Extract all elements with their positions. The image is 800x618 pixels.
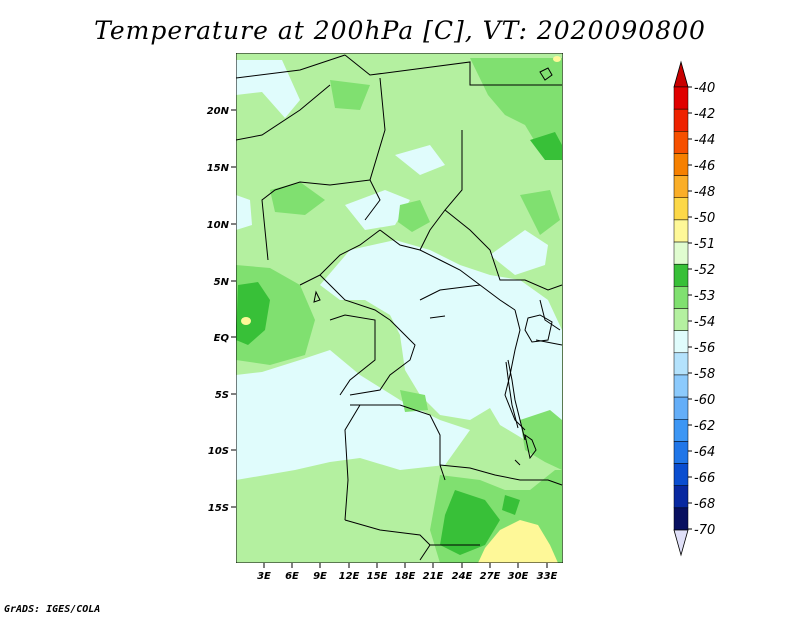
lat-label: 5N	[214, 277, 230, 288]
colorbar-segment	[673, 197, 689, 221]
lon-label: 33E	[537, 571, 558, 582]
lon-label: 21E	[423, 571, 444, 582]
lat-label: 5S	[215, 390, 229, 401]
colorbar-segment	[673, 463, 689, 486]
colorbar-under-triangle	[673, 529, 689, 557]
colorbar-segment	[673, 241, 689, 265]
credit-label: GrADS: IGES/COLA	[4, 604, 101, 615]
colorbar-segment	[673, 419, 689, 442]
colorbar-label: -68	[694, 497, 715, 512]
lon-label: 18E	[395, 571, 416, 582]
colorbar-label: -48	[694, 185, 715, 200]
colorbar-segment	[673, 396, 689, 420]
colorbar-segment	[673, 175, 689, 199]
lon-label: 27E	[480, 571, 501, 582]
contour-fill-minus54	[236, 60, 562, 480]
colorbar-segment	[673, 441, 689, 464]
lat-label: EQ	[214, 333, 230, 344]
colorbar-label: -40	[694, 81, 715, 96]
latitude-axis: 20N 15N 10N 5N EQ 5S 10S 15S	[207, 106, 236, 514]
colorbar-label: -52	[694, 263, 715, 278]
colorbar-label: -50	[694, 211, 715, 226]
colorbar-segment	[673, 219, 689, 243]
lon-label: 9E	[313, 571, 327, 582]
colorbar-label: -66	[694, 471, 715, 486]
colorbar-label: -51	[694, 237, 715, 252]
colorbar-segment	[673, 374, 689, 398]
colorbar-label: -60	[694, 393, 715, 408]
lon-label: 12E	[339, 571, 360, 582]
colorbar-label: -70	[694, 523, 715, 538]
contour-fill-minus52	[236, 132, 562, 555]
colorbar-segment	[673, 485, 689, 509]
map-title: Temperature at 200hPa [C], VT: 202009080…	[94, 16, 706, 45]
longitude-axis: 3E 6E 9E 12E 15E 18E 21E 24E 27E 30E 33E	[257, 563, 558, 582]
lat-label: 10N	[207, 220, 230, 231]
colorbar: -40 -42 -44 -46 -48 -50 -51 -52 -53 -54 …	[673, 60, 715, 557]
contour-fill-minus51	[241, 56, 561, 563]
colorbar-label: -56	[694, 341, 715, 356]
lat-label: 15S	[208, 503, 229, 514]
colorbar-label: -62	[694, 419, 715, 434]
colorbar-segment	[673, 86, 689, 110]
colorbar-label: -54	[694, 315, 715, 330]
colorbar-label: -46	[694, 159, 715, 174]
lon-label: 30E	[508, 571, 529, 582]
lat-label: 15N	[207, 163, 230, 174]
colorbar-label: -53	[694, 289, 715, 304]
lake-outlines	[313, 67, 553, 466]
colorbar-over-triangle	[673, 60, 689, 88]
colorbar-label: -58	[694, 367, 715, 382]
colorbar-label: -42	[694, 107, 715, 122]
colorbar-segment	[673, 286, 689, 309]
colorbar-segment	[673, 507, 689, 531]
lon-label: 24E	[452, 571, 473, 582]
colorbar-segment	[673, 108, 689, 132]
lat-label: 20N	[207, 106, 230, 117]
lon-label: 15E	[367, 571, 388, 582]
lat-label: 10S	[208, 446, 229, 457]
colorbar-segment	[673, 330, 689, 354]
lon-label: 3E	[257, 571, 271, 582]
lon-label: 6E	[285, 571, 299, 582]
colorbar-segment	[673, 131, 689, 154]
colorbar-segment	[673, 352, 689, 376]
map-panel	[236, 53, 563, 563]
colorbar-segment	[673, 263, 689, 287]
colorbar-segment	[673, 153, 689, 176]
colorbar-segment	[673, 308, 689, 331]
colorbar-label: -64	[694, 445, 715, 460]
colorbar-label: -44	[694, 133, 715, 148]
